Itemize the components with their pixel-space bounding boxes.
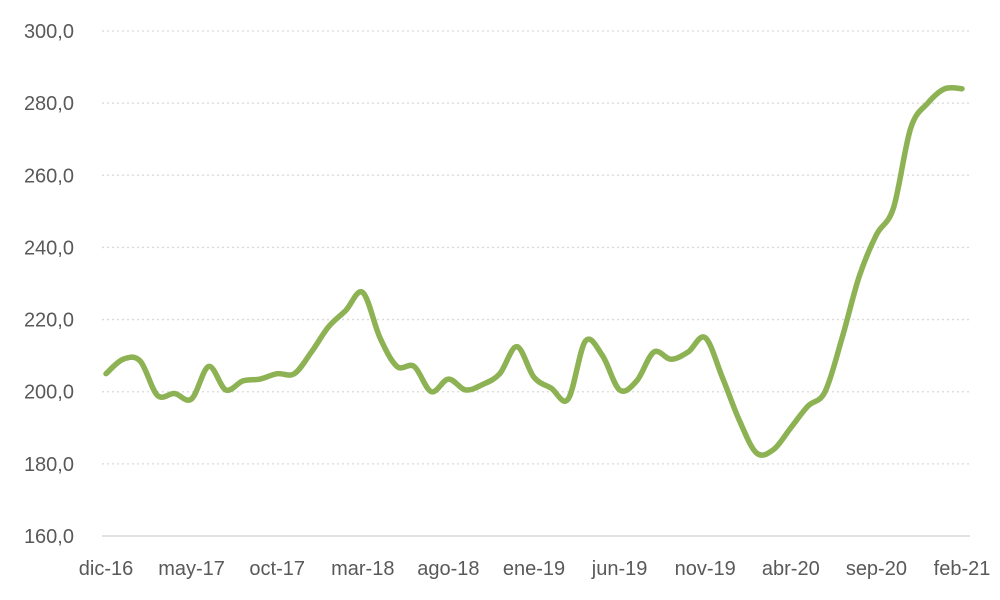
gridlines — [102, 30, 970, 537]
y-tick-label: 280,0 — [24, 93, 74, 115]
x-tick-label: feb-21 — [934, 558, 991, 580]
y-tick-label: 260,0 — [24, 165, 74, 187]
x-tick-label: oct-17 — [249, 558, 305, 580]
y-tick-label: 240,0 — [24, 237, 74, 259]
y-tick-label: 200,0 — [24, 382, 74, 404]
series-line — [103, 84, 965, 458]
x-tick-label: mar-18 — [331, 558, 394, 580]
y-tick-label: 160,0 — [24, 526, 74, 548]
y-tick-label: 300,0 — [24, 21, 74, 43]
y-axis-ticks: 160,0 180,0 200,0 220,0 240,0 260,0 280,0 300,0 — [24, 21, 74, 548]
x-tick-label: jun-19 — [591, 558, 648, 580]
y-tick-label: 180,0 — [24, 454, 74, 476]
x-tick-label: nov-19 — [675, 558, 736, 580]
x-tick-label: abr-20 — [762, 558, 820, 580]
series-layer — [103, 84, 965, 458]
x-tick-label: ene-19 — [503, 558, 565, 580]
x-tick-label: sep-20 — [846, 558, 907, 580]
x-axis-ticks: dic-16 may-17 oct-17 mar-18 ago-18 ene-19 jun-… — [79, 558, 991, 580]
x-tick-label: dic-16 — [79, 558, 133, 580]
y-tick-label: 220,0 — [24, 310, 74, 332]
x-tick-label: ago-18 — [417, 558, 479, 580]
x-tick-label: may-17 — [158, 558, 225, 580]
